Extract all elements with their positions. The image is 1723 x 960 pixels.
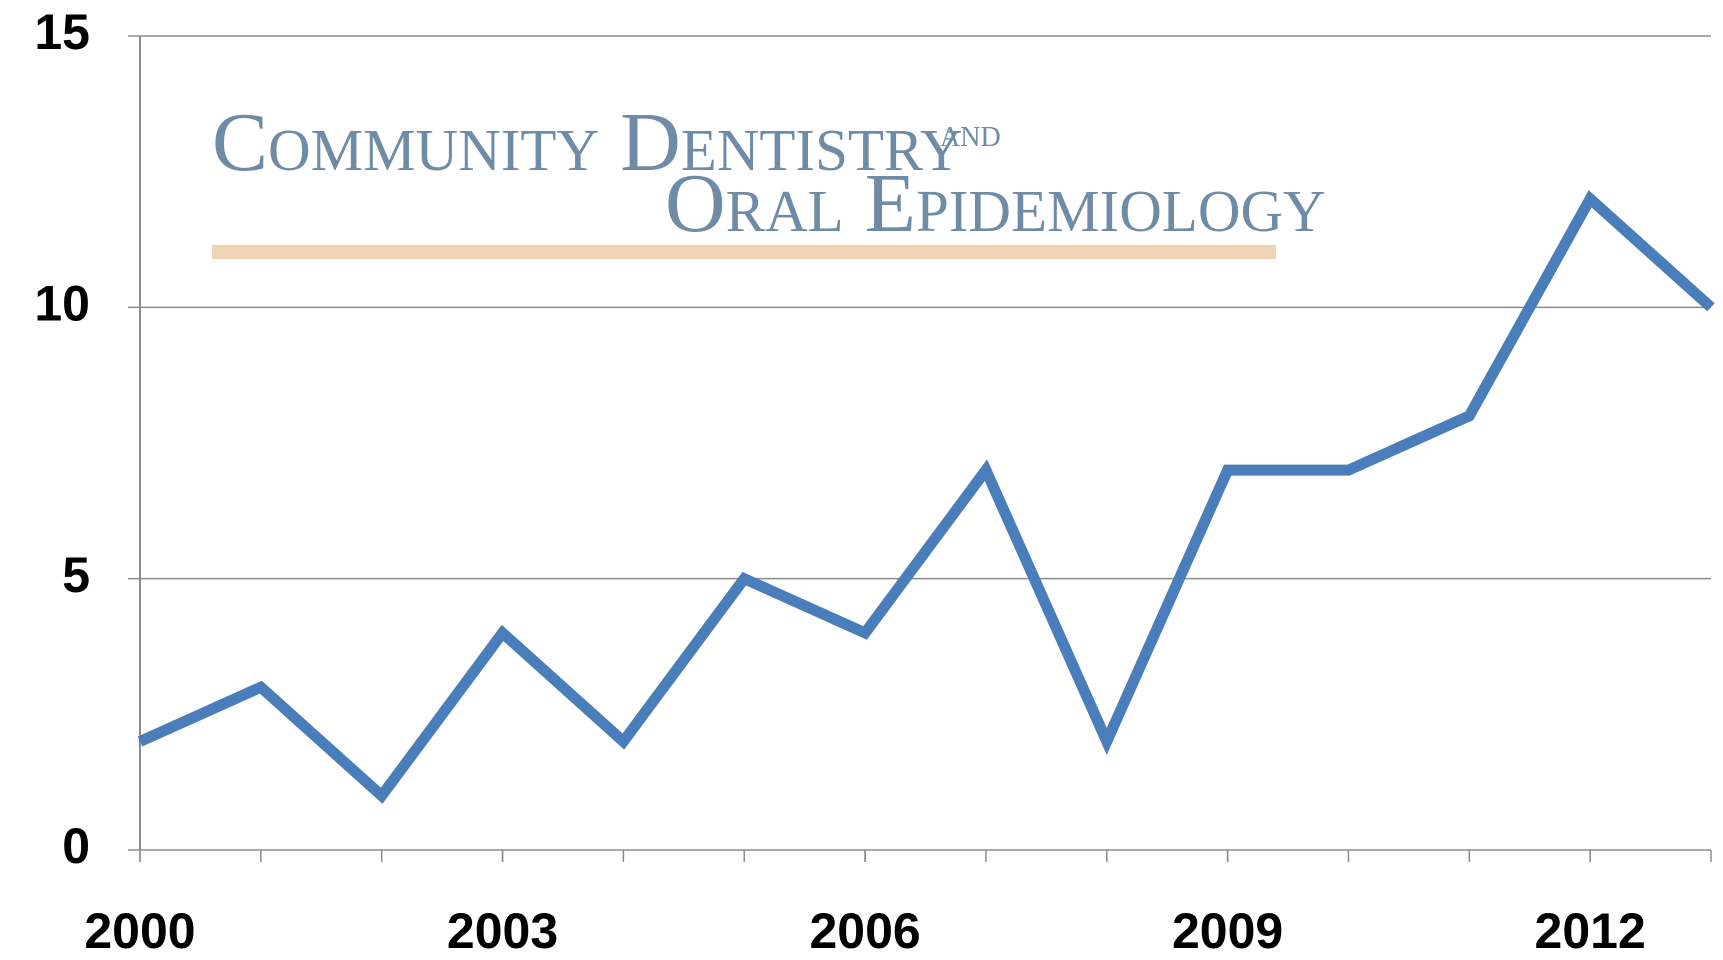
logo-and: and: [940, 110, 1001, 155]
logo-line2: Oral Epidemiology: [665, 157, 1326, 250]
x-tick-label: 2012: [1535, 903, 1646, 959]
x-tick-label: 2006: [809, 903, 920, 959]
x-tick-label: 2000: [84, 903, 195, 959]
y-tick-label: 10: [34, 276, 90, 332]
x-tick-label: 2009: [1172, 903, 1283, 959]
y-tick-label: 0: [62, 818, 90, 874]
y-tick-label: 5: [62, 547, 90, 603]
x-tick-label: 2003: [447, 903, 558, 959]
data-line: [137, 190, 1715, 804]
logo-bar: [212, 245, 1276, 259]
logo-line1: Community Dentistry: [212, 96, 963, 189]
y-tick-label: 15: [34, 4, 90, 60]
